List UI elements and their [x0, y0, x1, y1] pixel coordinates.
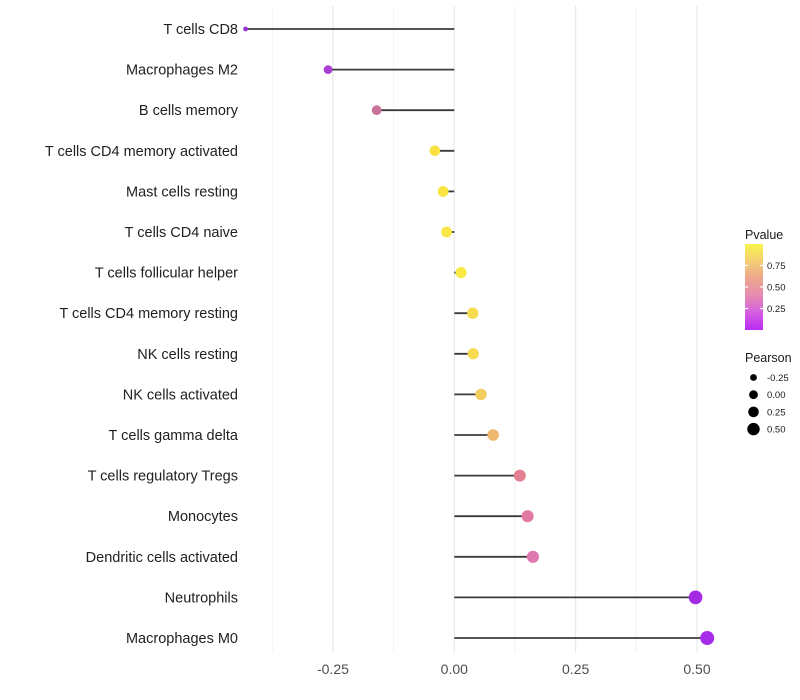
lollipop-dot — [455, 267, 467, 279]
x-axis-tick-label: -0.25 — [317, 661, 349, 677]
pvalue-tick-label: 0.25 — [767, 304, 786, 315]
lollipop-dot — [475, 388, 487, 401]
pvalue-gradient-bar — [745, 244, 763, 330]
lollipop-dot — [441, 226, 452, 238]
y-axis-category-label: Mast cells resting — [126, 184, 238, 200]
lollipop-dot — [513, 469, 526, 482]
y-axis-category-label: T cells gamma delta — [109, 428, 239, 444]
lollipop-dot — [437, 186, 449, 197]
y-axis-category-label: T cells CD4 naive — [125, 225, 238, 241]
y-axis-category-label: Dendritic cells activated — [86, 550, 238, 566]
pearson-legend-label: 0.25 — [767, 407, 786, 418]
y-axis-category-label: Neutrophils — [165, 590, 238, 606]
pvalue-legend-title: Pvalue — [745, 228, 783, 242]
lollipop-dot — [526, 550, 540, 563]
lollipop-dot — [243, 26, 248, 32]
y-axis-category-label: T cells follicular helper — [95, 266, 238, 282]
lollipop-dot — [429, 145, 441, 157]
pearson-legend-label: 0.00 — [767, 390, 786, 401]
y-axis-category-label: T cells CD4 memory activated — [45, 144, 238, 160]
pvalue-tick-label: 0.50 — [767, 283, 786, 294]
pearson-legend-label: 0.50 — [767, 425, 786, 436]
lollipop-dot — [688, 590, 703, 605]
pearson-legend-label: -0.25 — [767, 373, 789, 384]
lollipop-dot — [700, 631, 715, 645]
lollipop-dot — [487, 429, 499, 441]
lollipop-dot — [323, 65, 333, 74]
pvalue-tick-label: 0.75 — [767, 261, 786, 272]
y-axis-category-label: T cells CD8 — [163, 22, 238, 38]
pearson-legend-dot — [747, 422, 760, 436]
pearson-legend-dot — [748, 406, 759, 418]
y-axis-category-label: NK cells activated — [123, 387, 238, 403]
pearson-legend-title: Pearson — [745, 351, 792, 365]
x-axis-tick-label: 0.25 — [562, 661, 589, 677]
y-axis-category-label: T cells CD4 memory resting — [59, 306, 238, 322]
pearson-legend-dot — [749, 390, 758, 400]
y-axis-category-label: Macrophages M2 — [126, 63, 238, 79]
y-axis-category-label: Monocytes — [168, 509, 238, 525]
x-axis-tick-label: 0.50 — [683, 661, 710, 677]
lollipop-dot — [467, 348, 479, 360]
lollipop-dot — [371, 105, 382, 116]
x-axis-tick-label: 0.00 — [441, 661, 468, 677]
lollipop-dot — [467, 307, 479, 319]
y-axis-category-label: B cells memory — [139, 103, 239, 119]
y-axis-category-label: Macrophages M0 — [126, 631, 238, 647]
y-axis-category-label: NK cells resting — [137, 347, 238, 363]
y-axis-category-label: T cells regulatory Tregs — [88, 469, 238, 485]
lollipop-dot — [521, 510, 534, 523]
pearson-legend-dot — [750, 374, 757, 381]
